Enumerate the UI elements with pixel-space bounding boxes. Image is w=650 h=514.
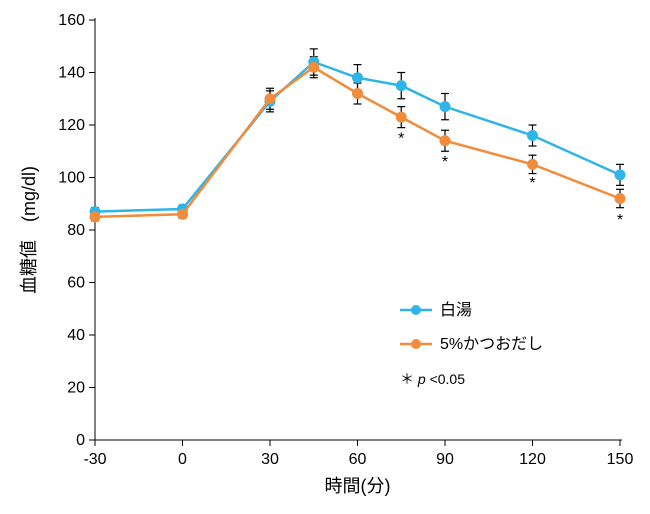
series-marker-dashi bbox=[353, 89, 363, 99]
series-marker-dashi bbox=[440, 136, 450, 146]
x-tick-label: 120 bbox=[519, 451, 546, 468]
legend-marker-dashi bbox=[411, 339, 421, 349]
significance-note: ＊ p <0.05 bbox=[400, 371, 465, 387]
series-marker-dashi bbox=[265, 94, 275, 104]
y-tick-label: 160 bbox=[58, 12, 85, 29]
significance-mark: * bbox=[529, 175, 535, 192]
series-marker-dashi bbox=[615, 194, 625, 204]
y-tick-label: 40 bbox=[67, 327, 85, 344]
y-tick-label: 80 bbox=[67, 222, 85, 239]
series-marker-dashi bbox=[396, 112, 406, 122]
series-marker-dashi bbox=[178, 209, 188, 219]
legend-label-control: 白湯 bbox=[440, 301, 472, 319]
series-marker-control bbox=[353, 73, 363, 83]
legend-marker-control bbox=[411, 305, 421, 315]
y-axis-title: 血糖値 (mg/dl) bbox=[19, 166, 39, 294]
series-marker-control bbox=[396, 81, 406, 91]
line-chart: 0 20 40 60 80 100 120 140 160 -30 0 30 60 90 120 150 時間(… bbox=[0, 0, 650, 514]
y-tick-label: 100 bbox=[58, 170, 85, 187]
chart-container: 0 20 40 60 80 100 120 140 160 -30 0 30 60 90 120 150 時間(… bbox=[0, 0, 650, 514]
y-tick-label: 60 bbox=[67, 275, 85, 292]
legend-label-dashi: 5%かつおだし bbox=[440, 335, 543, 353]
x-tick-label: -30 bbox=[83, 451, 106, 468]
x-tick-label: 30 bbox=[261, 451, 279, 468]
y-tick-label: 20 bbox=[67, 380, 85, 397]
series-marker-control bbox=[615, 170, 625, 180]
significance-mark: * bbox=[617, 212, 623, 229]
x-tick-label: 60 bbox=[349, 451, 367, 468]
significance-mark: * bbox=[442, 154, 448, 171]
series-marker-dashi bbox=[309, 62, 319, 72]
series-marker-dashi bbox=[528, 159, 538, 169]
x-tick-label: 150 bbox=[607, 451, 634, 468]
significance-mark: * bbox=[398, 130, 404, 147]
y-tick-label: 0 bbox=[76, 432, 85, 449]
x-tick-label: 90 bbox=[436, 451, 454, 468]
y-tick-label: 140 bbox=[58, 65, 85, 82]
y-tick-label: 120 bbox=[58, 117, 85, 134]
series-marker-dashi bbox=[90, 212, 100, 222]
series-marker-control bbox=[440, 102, 450, 112]
series-marker-control bbox=[528, 131, 538, 141]
x-axis-title: 時間(分) bbox=[325, 476, 391, 496]
x-tick-label: 0 bbox=[178, 451, 187, 468]
